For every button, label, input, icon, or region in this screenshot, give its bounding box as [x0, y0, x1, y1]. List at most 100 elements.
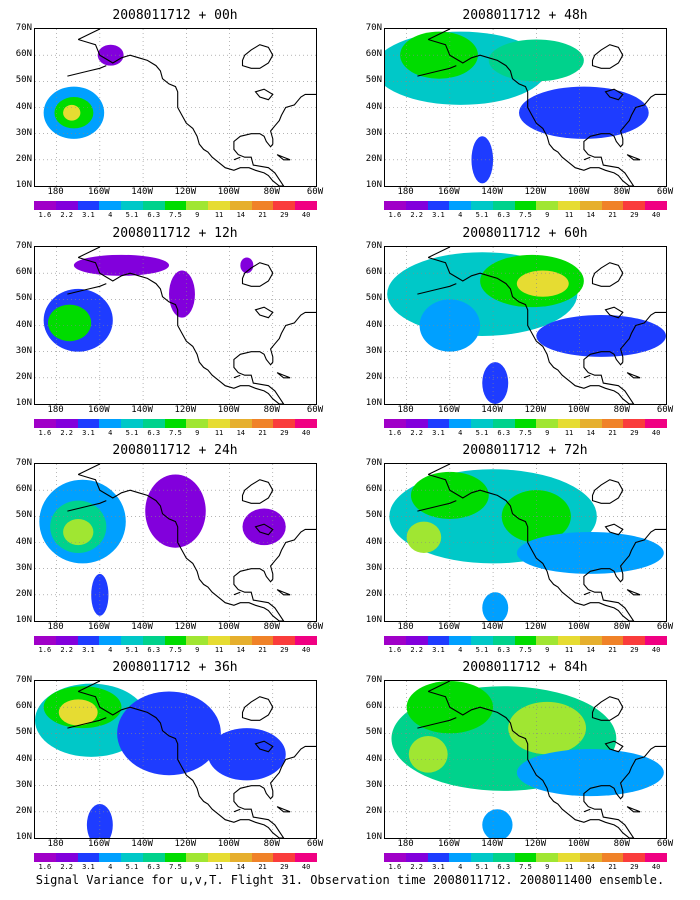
coastline: [241, 262, 274, 287]
colorbar-label: 29: [630, 211, 639, 219]
colorbar-swatch: [251, 201, 274, 210]
colorbar-swatch: [384, 419, 406, 428]
colorbar-swatch: [536, 853, 559, 862]
latitude-label: 30N: [365, 562, 382, 573]
coastline: [276, 372, 291, 379]
colorbar-label: 21: [258, 646, 267, 654]
longitude-label: 160W: [88, 405, 110, 415]
colorbar-swatch: [623, 853, 646, 862]
coastline: [604, 523, 624, 536]
colorbar-swatch: [251, 636, 274, 645]
latitude-label: 30N: [15, 562, 32, 573]
latitude-label: 70N: [365, 458, 382, 468]
colorbar: [34, 853, 317, 862]
colorbar-label: 6.3: [147, 211, 161, 219]
coastline: [591, 479, 624, 504]
colorbar-swatch: [251, 853, 274, 862]
colorbar-label: 5.1: [475, 211, 489, 219]
colorbar-swatch: [449, 636, 472, 645]
longitude-label: 100W: [567, 839, 590, 849]
latitude-label: 10N: [365, 832, 382, 842]
colorbar-swatch: [295, 201, 317, 210]
coastline: [417, 717, 457, 729]
colorbar-label: 7.5: [169, 863, 182, 871]
colorbar-swatch: [384, 636, 406, 645]
colorbar-label: 6.3: [497, 429, 511, 437]
latitude-label: 20N: [15, 371, 32, 382]
latitude-label: 60N: [15, 701, 32, 712]
colorbar-label: 11: [214, 646, 224, 654]
colorbar-swatch: [295, 419, 317, 428]
longitude-label: 160W: [88, 839, 110, 849]
colorbar: [34, 201, 317, 210]
colorbar-swatch: [121, 201, 143, 210]
colorbar-swatch: [492, 636, 515, 645]
variance-region: [519, 86, 649, 139]
colorbar-label: 3.1: [82, 429, 95, 437]
coastline: [241, 696, 274, 721]
colorbar-label: 2.2: [410, 646, 423, 654]
colorbar-label: 5.1: [475, 863, 489, 871]
colorbar: [384, 419, 667, 428]
variance-region: [516, 270, 569, 297]
colorbar-swatch: [449, 853, 472, 862]
coastline: [583, 591, 591, 596]
panel-title: 2008011712 + 12h: [112, 226, 238, 241]
longitude-label: 180: [47, 187, 64, 197]
colorbar-label: 29: [630, 429, 639, 437]
colorbar-label: 6.3: [497, 211, 511, 219]
colorbar-label: 29: [280, 429, 289, 437]
map-plot: [384, 246, 667, 405]
colorbar-swatch: [121, 636, 143, 645]
colorbar-swatch: [142, 419, 165, 428]
longitude-label: 80W: [263, 622, 280, 632]
colorbar-swatch: [142, 636, 165, 645]
colorbar-swatch: [471, 853, 493, 862]
map-panel: 2008011712 + 72h 70N 60N 50N 40N 30N 20N 10N 180…: [350, 443, 680, 655]
colorbar-swatch: [645, 201, 667, 210]
coastline: [233, 156, 241, 161]
colorbar-label: 29: [630, 863, 639, 871]
colorbar-swatch: [427, 636, 450, 645]
coastline: [626, 372, 641, 379]
colorbar-swatch: [208, 201, 230, 210]
colorbar-label: 40: [301, 863, 311, 871]
colorbar-swatch: [164, 201, 187, 210]
longitude-label: 80W: [263, 187, 280, 197]
coastline: [78, 473, 316, 621]
variance-region: [516, 532, 664, 574]
colorbar-swatch: [34, 636, 56, 645]
colorbar-label: 7.5: [169, 211, 182, 219]
latitude-label: 30N: [365, 779, 382, 790]
latitude-label: 30N: [15, 345, 32, 356]
colorbar-swatch: [579, 201, 602, 210]
variance-region: [410, 471, 489, 519]
latitude-label: 50N: [365, 727, 382, 738]
colorbar-label: 5.1: [125, 429, 139, 437]
colorbar-label: 4: [458, 211, 463, 219]
colorbar-swatch: [645, 853, 667, 862]
coastline: [67, 65, 107, 77]
colorbar-label: 11: [564, 211, 574, 219]
colorbar-label: 21: [258, 211, 267, 219]
latitude-label: 60N: [15, 484, 32, 495]
colorbar-label: 14: [236, 646, 246, 654]
colorbar-swatch: [273, 419, 296, 428]
coastline: [233, 591, 241, 596]
colorbar-swatch: [384, 853, 406, 862]
colorbar: [34, 419, 317, 428]
latitude-label: 10N: [15, 180, 32, 190]
colorbar-label: 29: [280, 863, 289, 871]
longitude-label: 180: [397, 405, 414, 415]
colorbar-label: 7.5: [519, 429, 532, 437]
map-svg: [385, 464, 666, 621]
variance-region: [145, 474, 206, 548]
map-panel: 2008011712 + 60h 70N 60N 50N 40N 30N 20N 10N 180…: [350, 226, 680, 438]
coastline: [428, 690, 666, 838]
longitude-label: 140W: [131, 405, 153, 415]
colorbar-swatch: [208, 853, 230, 862]
coastline: [591, 262, 624, 287]
coastline: [417, 283, 457, 295]
colorbar-label: 7.5: [169, 429, 182, 437]
coastline: [67, 500, 107, 512]
